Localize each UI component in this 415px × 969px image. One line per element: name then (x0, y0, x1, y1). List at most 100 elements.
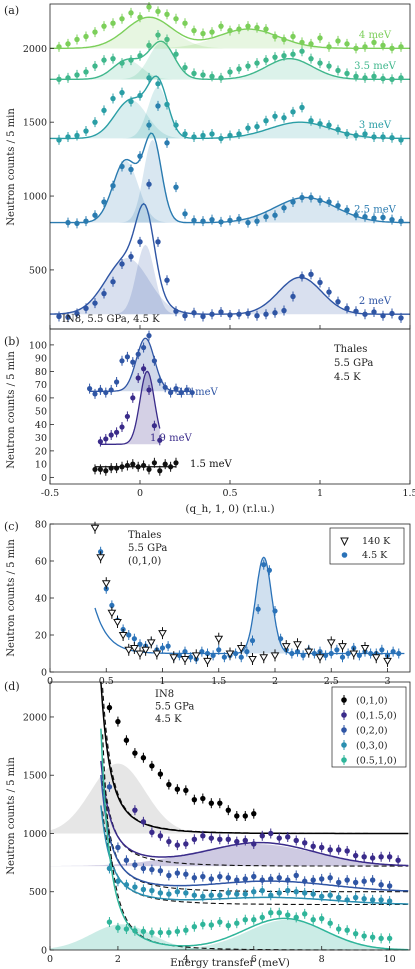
data-point (126, 632, 132, 638)
panel-b-y-axis-labels: 10 30 50 70 90 (35, 354, 47, 471)
fit-line (100, 681, 409, 835)
y-tick-label: 40 (35, 420, 47, 431)
data-point (360, 644, 370, 653)
data-point (276, 875, 282, 881)
data-point (242, 891, 248, 897)
data-point (200, 132, 206, 139)
data-point (272, 113, 278, 119)
data-point (155, 239, 161, 245)
x-tick-label: 0 (137, 488, 143, 499)
panel-b-y-axis: 0 20 40 60 80 100 (29, 340, 54, 484)
data-point (132, 862, 138, 868)
data-point (242, 917, 248, 923)
data-point (217, 892, 223, 898)
y-tick-label: 80 (35, 367, 47, 378)
data-point (318, 915, 325, 922)
y-tick-label: 30 (35, 433, 47, 444)
data-point (278, 636, 284, 642)
series-label: 3.5 meV (354, 61, 396, 72)
data-point (217, 873, 223, 880)
data-point (285, 912, 291, 918)
data-point (369, 877, 376, 883)
data-point (369, 934, 376, 940)
data-point (245, 125, 251, 131)
y-tick-label: 100 (29, 340, 47, 351)
data-point (285, 877, 291, 883)
data-point (245, 63, 251, 69)
data-point (146, 387, 152, 393)
data-point (103, 389, 109, 396)
data-point (251, 873, 257, 880)
data-point (236, 311, 242, 317)
data-point (251, 889, 257, 895)
data-point (146, 466, 152, 473)
data-point (200, 795, 206, 802)
x-tick-label: 0.5 (222, 488, 237, 499)
panel-c-y-label: Neutron counts / 5 min (6, 539, 17, 657)
data-point (166, 872, 172, 879)
x-tick-label: -0.5 (41, 488, 59, 499)
data-point (108, 465, 114, 471)
data-point (157, 378, 163, 384)
data-point (259, 914, 265, 921)
data-point (191, 892, 198, 898)
data-point (178, 389, 184, 396)
data-point (310, 877, 316, 883)
data-point (225, 650, 235, 658)
data-point (293, 889, 299, 895)
data-point (386, 883, 393, 889)
data-point (208, 922, 215, 928)
legend-marker (341, 552, 348, 558)
peak-fill (241, 557, 287, 654)
data-point (124, 462, 130, 469)
data-point (227, 312, 233, 318)
data-point (304, 648, 314, 657)
y-tick-label: 0 (41, 473, 47, 484)
data-point (200, 313, 206, 320)
data-point (272, 212, 278, 218)
data-point (378, 882, 384, 888)
legend-marker (341, 742, 347, 748)
x-tick-label: 0.5 (99, 676, 114, 687)
data-point (299, 194, 305, 201)
data-point (83, 218, 89, 224)
data-point (371, 654, 381, 662)
data-point (386, 898, 393, 904)
data-point (103, 436, 109, 442)
data-point (335, 298, 341, 305)
data-point (146, 122, 152, 128)
data-point (135, 375, 141, 381)
legend-label: 140 K (362, 536, 391, 547)
data-point (268, 876, 274, 882)
legend-label: (0,1,0) (356, 696, 388, 707)
data-point (378, 935, 384, 942)
data-point (249, 637, 256, 644)
data-point (214, 635, 224, 644)
data-point (74, 132, 80, 139)
data-point (123, 857, 130, 863)
data-point (302, 911, 308, 917)
data-point (344, 41, 350, 47)
data-point (165, 643, 171, 649)
data-point (371, 134, 377, 140)
data-point (326, 199, 332, 205)
data-point (281, 53, 287, 59)
data-point (183, 871, 189, 877)
data-point (200, 30, 206, 37)
data-point (263, 311, 269, 317)
data-point (56, 44, 62, 50)
peak-fill (100, 371, 160, 445)
data-point (140, 755, 147, 761)
data-point (110, 95, 116, 102)
data-point (200, 873, 206, 880)
data-point (327, 892, 333, 898)
panel-b: 2.0 meV 1.9 meV 1.5 meV (87, 330, 232, 476)
data-point (310, 917, 316, 923)
data-point (236, 644, 246, 653)
data-point (166, 838, 172, 845)
data-point (65, 219, 71, 226)
data-point (101, 580, 111, 588)
data-point (97, 439, 103, 445)
data-point (164, 101, 170, 108)
data-point (268, 910, 274, 916)
